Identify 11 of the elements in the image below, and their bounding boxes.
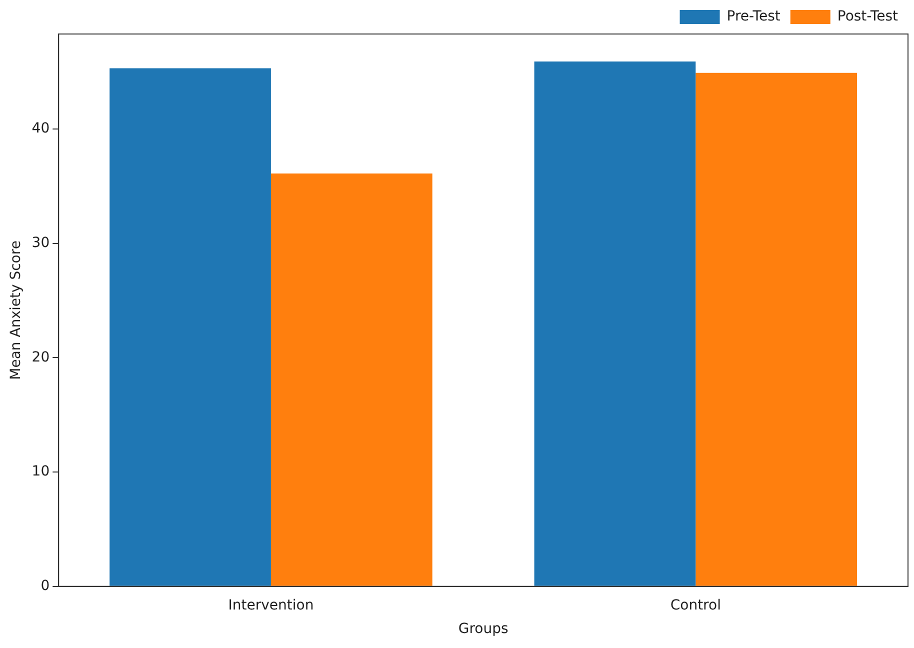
y-tick-label: 20	[32, 349, 50, 366]
y-tick-label: 40	[32, 120, 50, 137]
x-axis-title: Groups	[458, 621, 508, 638]
legend-label: Pre-Test	[726, 8, 781, 25]
x-tick-label: Intervention	[228, 597, 314, 614]
y-tick-label: 0	[40, 578, 50, 594]
x-tick-label: Control	[670, 597, 721, 614]
y-tick-label: 30	[32, 234, 50, 251]
y-tick-label: 10	[32, 464, 50, 480]
y-axis-title: Mean Anxiety Score	[8, 240, 24, 380]
legend-label: Post-Test	[837, 8, 899, 25]
